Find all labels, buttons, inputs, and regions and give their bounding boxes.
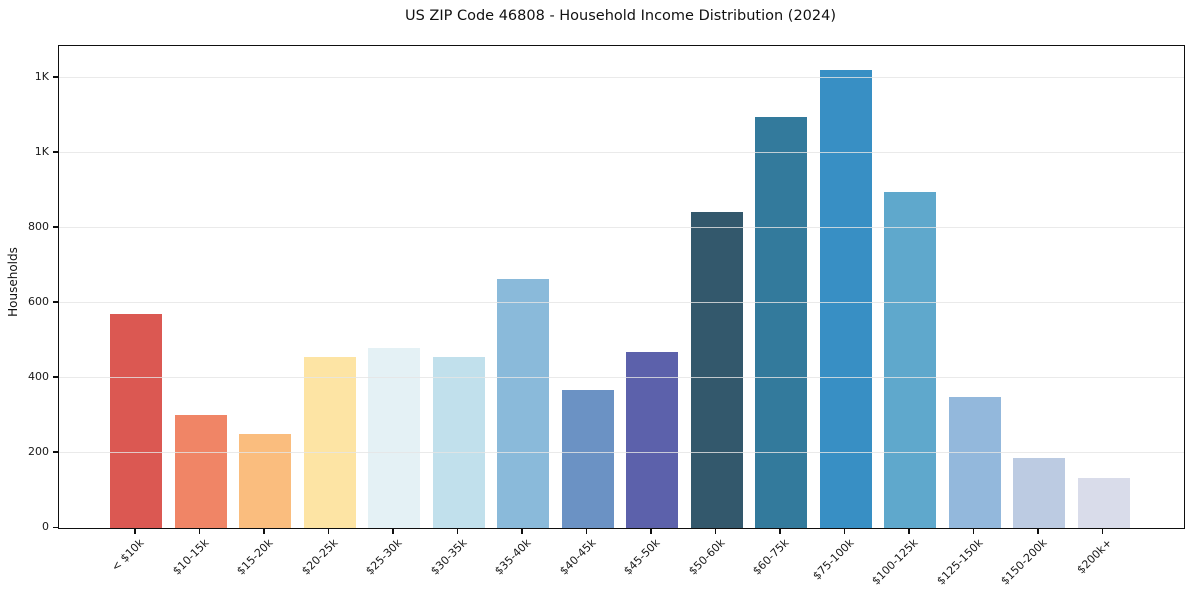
bar [1077, 478, 1130, 528]
x-tick-label: $60-75k [750, 536, 792, 578]
bar [110, 314, 162, 528]
y-tick-mark [53, 451, 58, 453]
chart-title: US ZIP Code 46808 - Household Income Dis… [404, 8, 837, 24]
bar [303, 357, 356, 528]
y-tick-mark [53, 76, 58, 78]
x-tick-mark [327, 528, 330, 534]
x-tick-label: $40-45k [556, 536, 598, 578]
y-tick-label: 800 [28, 219, 49, 233]
y-axis-label: Households [6, 247, 20, 317]
x-tick-label: $10-15k [169, 536, 211, 578]
y-tick-label: 1K [34, 69, 49, 83]
x-tick-mark [714, 528, 717, 534]
bar [497, 278, 549, 528]
bar [174, 415, 227, 528]
x-tick-mark [1037, 528, 1039, 534]
x-tick-mark [972, 528, 975, 534]
bar [884, 191, 936, 528]
y-tick-mark [53, 376, 58, 378]
bar [368, 347, 420, 528]
x-tick-mark [392, 528, 394, 534]
y-tick-mark [53, 301, 58, 303]
x-tick-mark [263, 528, 265, 534]
gridline [59, 151, 1184, 153]
x-tick-mark [134, 528, 136, 534]
x-tick-label: $50-60k [685, 536, 727, 578]
bar [690, 211, 743, 528]
x-tick-label: $35-40k [492, 536, 534, 578]
x-tick-mark [908, 528, 910, 534]
x-tick-label: $30-35k [427, 536, 469, 578]
x-tick-label: $25-30k [363, 536, 405, 578]
y-tick-mark [53, 226, 58, 228]
bar [561, 389, 614, 528]
x-tick-label: $15-20k [234, 536, 276, 578]
y-tick-mark [53, 151, 58, 153]
gridline [59, 301, 1184, 303]
bar [819, 69, 872, 528]
x-tick-label: $100-125k [869, 536, 921, 588]
x-tick-label: $20-25k [298, 536, 340, 578]
x-tick-mark [521, 528, 523, 534]
x-tick-label: $125-150k [933, 536, 985, 588]
y-tick-label: 400 [28, 369, 49, 383]
x-tick-label: $75-100k [809, 536, 856, 583]
y-tick-label: 600 [28, 294, 49, 308]
bar [948, 397, 1001, 528]
x-tick-mark [843, 528, 846, 534]
y-tick-label: 0 [42, 520, 49, 533]
y-tick-label: 200 [28, 444, 49, 458]
x-tick-label: < $10k [108, 536, 147, 574]
bar [626, 351, 678, 528]
x-tick-mark [650, 528, 652, 534]
bar [1013, 458, 1065, 528]
x-tick-mark [585, 528, 588, 534]
x-tick-label: $150-200k [998, 536, 1050, 588]
x-tick-mark [1101, 528, 1104, 534]
plot-area [58, 45, 1185, 529]
y-tick-mark [53, 526, 58, 528]
gridline [59, 226, 1184, 228]
bar [755, 116, 807, 528]
x-tick-label: $45-50k [621, 536, 663, 578]
y-tick-label: 1K [34, 144, 49, 158]
x-tick-label: $200k+ [1073, 536, 1114, 577]
x-tick-mark [456, 528, 459, 534]
x-tick-mark [198, 528, 201, 534]
gridline [59, 76, 1184, 78]
gridline [59, 376, 1184, 378]
x-tick-mark [779, 528, 781, 534]
bar [239, 434, 291, 528]
bar [432, 357, 485, 528]
gridline [59, 451, 1184, 453]
